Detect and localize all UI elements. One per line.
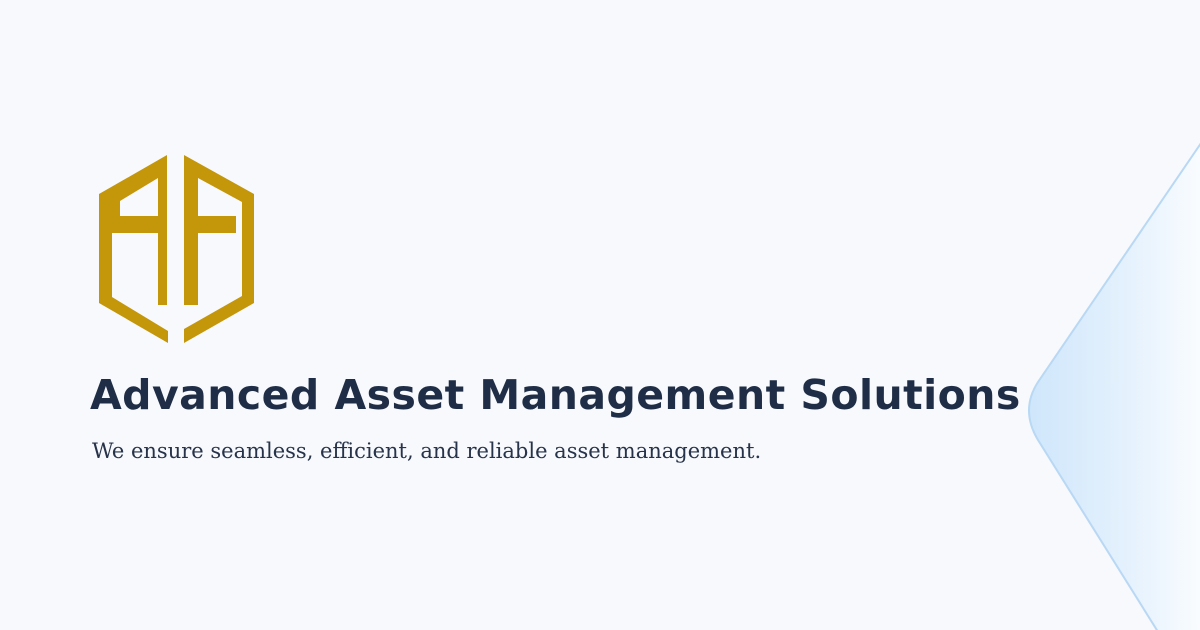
hexagon-monogram-graphic (99, 155, 254, 343)
page-title: Advanced Asset Management Solutions (90, 371, 1021, 419)
chevron-shape (1028, 142, 1200, 630)
chevron-decoration-icon (1000, 120, 1200, 630)
tagline: We ensure seamless, efficient, and relia… (92, 439, 762, 463)
brand-logo-icon (96, 153, 258, 343)
logo-mark (99, 155, 254, 343)
